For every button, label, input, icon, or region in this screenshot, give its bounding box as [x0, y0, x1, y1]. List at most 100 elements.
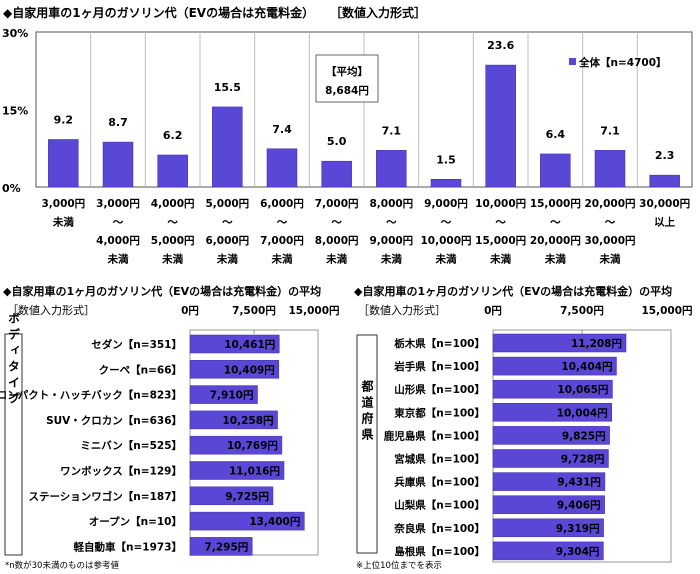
data-label: 10,409円: [224, 364, 275, 376]
category-label: オープン【n=10】: [89, 515, 182, 528]
x-tick-label: 0円: [484, 305, 502, 317]
x-tick-label: 6,000円: [205, 235, 249, 247]
data-label: 13,400円: [249, 516, 300, 528]
x-tick-label: 8,000円: [369, 198, 413, 210]
x-tick-label: 未満: [107, 253, 129, 266]
footnote: ※上位10位までを表示: [356, 560, 442, 571]
data-label: 15.5: [214, 81, 241, 94]
bar: [492, 426, 610, 445]
x-tick-label: ～: [277, 217, 288, 229]
data-label: 9,725円: [225, 491, 269, 503]
x-tick-label: 15,000円: [475, 235, 526, 247]
data-label: 1.5: [436, 153, 456, 166]
bar: [189, 486, 274, 506]
x-tick-label: 未満: [271, 253, 293, 266]
x-tick-label: 未満: [544, 253, 566, 266]
average-value: 8,684円: [325, 85, 369, 97]
x-tick-label: ～: [605, 217, 616, 229]
bar: [492, 403, 612, 422]
x-tick-label: 4,000円: [151, 198, 195, 210]
x-tick-label: 15,000円: [288, 305, 339, 317]
category-label: 山形県【n=100】: [394, 383, 485, 396]
bar: [485, 64, 516, 188]
x-tick-label: 未満: [435, 253, 457, 266]
data-label: 9,319円: [556, 523, 600, 535]
data-label: 10,004円: [557, 407, 608, 419]
x-tick-label: 10,000円: [420, 235, 471, 247]
data-label: 7,910円: [210, 390, 254, 402]
category-label: 栃木県【n=100】: [394, 337, 485, 350]
x-tick-label: 未満: [489, 253, 511, 266]
x-tick-label: 未満: [216, 253, 238, 266]
x-tick-label: 3,000円: [41, 198, 85, 210]
chart-title: ◆自家用車の1ヶ月のガソリン代（EVの場合は充電料金）の平均: [354, 284, 672, 298]
bar: [649, 174, 680, 188]
category-label: クーペ【n=66】: [99, 363, 182, 376]
x-tick-label: ～: [113, 217, 124, 229]
data-label: 9,728円: [561, 454, 605, 466]
data-label: 9.2: [54, 113, 74, 126]
category-label: 兵庫県【n=100】: [394, 476, 485, 489]
bar: [102, 141, 134, 188]
x-tick-label: 未満: [325, 253, 347, 266]
x-tick-label: ～: [331, 217, 342, 229]
category-label: 山梨県【n=100】: [394, 499, 485, 512]
category-label: ミニバン【n=525】: [80, 439, 182, 452]
bar: [189, 461, 285, 480]
bar: [189, 360, 280, 379]
x-tick-label: 20,000円: [530, 235, 581, 247]
x-tick-label: ～: [441, 217, 452, 229]
x-tick-label: 0円: [181, 305, 199, 317]
group-label-box: [356, 334, 378, 554]
y-tick-label: 30%: [2, 27, 28, 40]
x-tick-label: 15,000円: [530, 198, 581, 210]
top-chart-title: ◆自家用車の1ヶ月のガソリン代（EVの場合は充電料金）: [3, 5, 314, 20]
bar: [157, 154, 188, 188]
group-label: ボディタイプ: [7, 312, 21, 408]
bar: [189, 537, 253, 556]
data-label: 7,295円: [205, 541, 249, 553]
x-tick-label: 未満: [599, 253, 621, 266]
bar: [594, 150, 626, 188]
data-label: 10,769円: [227, 440, 278, 452]
average-label: 【平均】: [326, 65, 368, 78]
data-label: 6.2: [163, 129, 183, 142]
group-label: 都道府県: [360, 379, 374, 444]
bar: [492, 379, 613, 399]
x-tick-label: 5,000円: [151, 235, 195, 247]
bar: [189, 334, 280, 354]
x-tick-label: 10,000円: [475, 198, 526, 210]
x-tick-label: 未満: [52, 216, 74, 229]
bar: [212, 106, 243, 188]
x-tick-label: ～: [386, 217, 397, 229]
x-tick-label: 9,000円: [424, 198, 468, 210]
bar: [492, 495, 605, 514]
category-label: 東京都【n=100】: [394, 406, 485, 419]
x-tick-label: 7,000円: [315, 198, 359, 210]
x-tick-label: 9,000円: [369, 235, 413, 247]
category-label: SUV・クロカン【n=636】: [46, 414, 182, 427]
x-tick-label: 4,000円: [96, 235, 140, 247]
x-tick-label: ～: [495, 217, 506, 229]
data-label: 7.1: [382, 124, 402, 137]
bar: [492, 333, 627, 353]
bar: [492, 541, 604, 561]
data-label: 8.7: [108, 116, 128, 129]
data-label: 2.3: [655, 149, 675, 162]
x-tick-label: 未満: [380, 253, 402, 266]
bar: [321, 160, 352, 188]
category-label: 島根県【n=100】: [394, 545, 485, 558]
x-tick-label: 未満: [161, 253, 183, 266]
x-tick-label: 7,000円: [260, 235, 304, 247]
data-label: 10,065円: [557, 384, 608, 396]
footnote: *n数が30未満のものは参考値: [5, 560, 119, 571]
category-label: ワンボックス【n=129】: [60, 465, 182, 478]
bar: [189, 511, 305, 531]
data-label: 10,258円: [223, 415, 274, 427]
x-tick-label: 以上: [654, 216, 675, 229]
bar: [492, 356, 617, 376]
x-tick-label: ～: [222, 217, 233, 229]
data-label: 23.6: [487, 39, 514, 52]
y-tick-label: 15%: [2, 105, 28, 118]
x-tick-label: 15,000円: [641, 305, 692, 317]
